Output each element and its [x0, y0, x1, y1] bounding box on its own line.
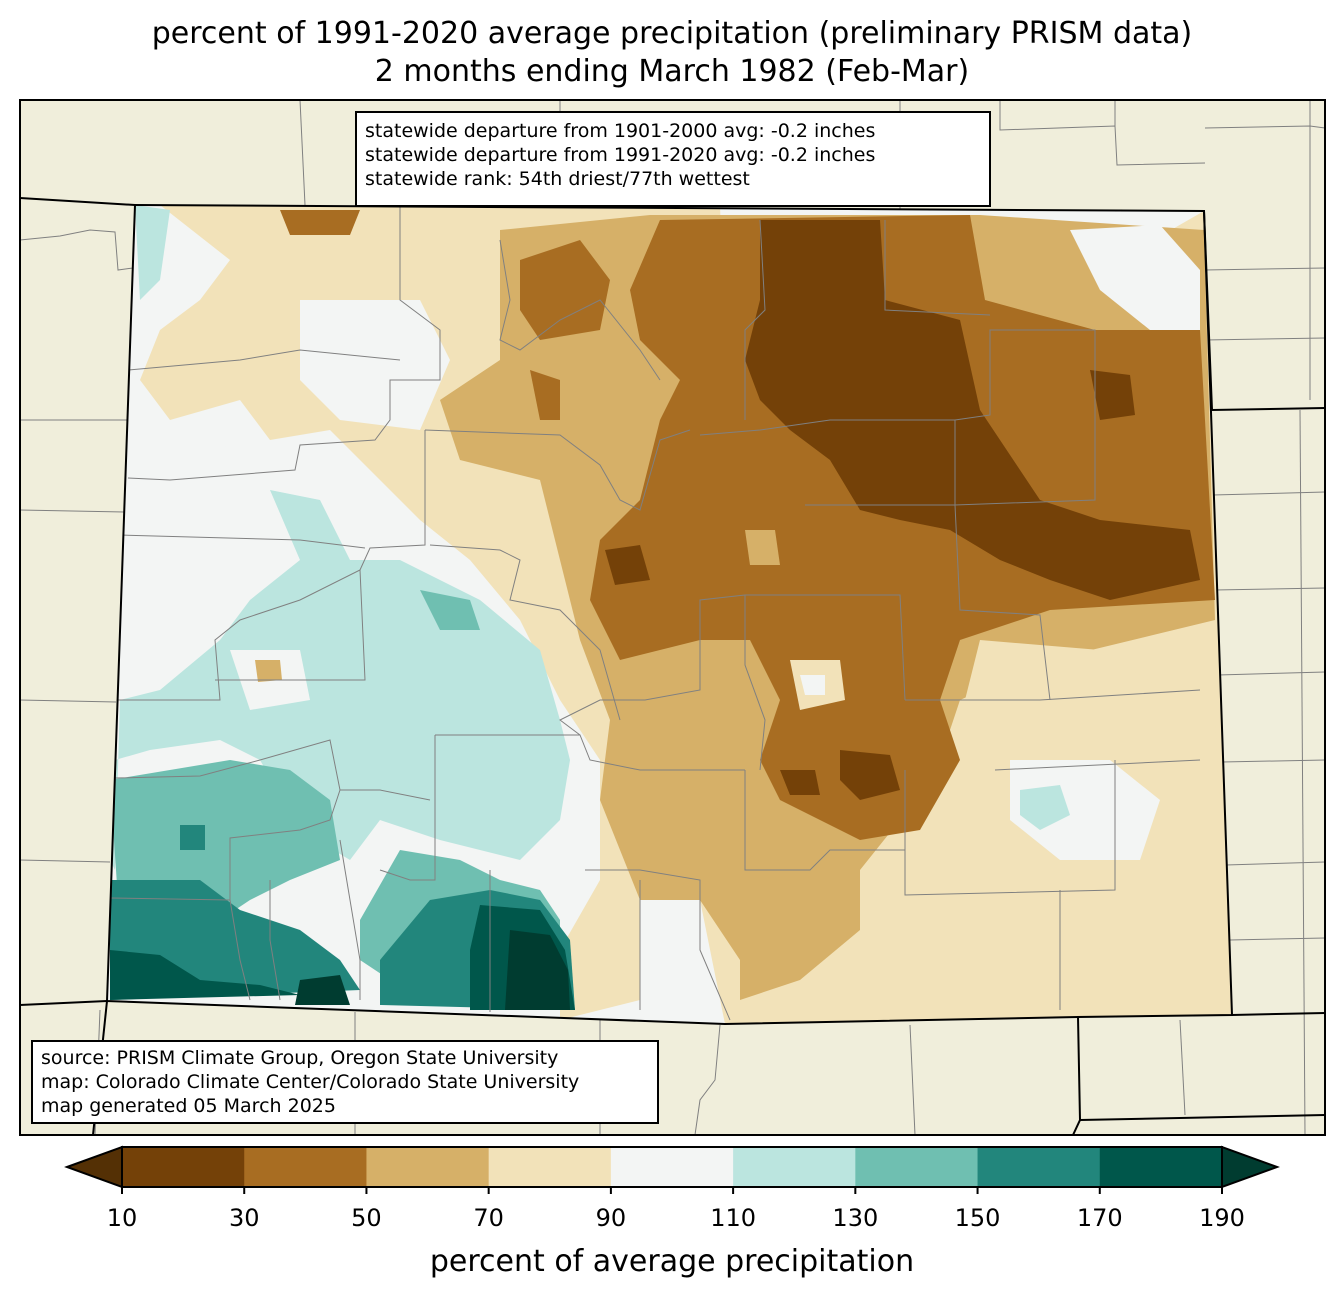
colorbar-bin [977, 1147, 1101, 1187]
precipitation-field [107, 205, 1232, 1024]
colorbar-tick-label: 90 [595, 1204, 627, 1232]
colorbar-bin [366, 1147, 490, 1187]
map-title-line2: 2 months ending March 1982 (Feb-Mar) [374, 54, 970, 89]
map-frame [19, 99, 1326, 1136]
statewide-stats-box: statewide departure from 1901-2000 avg: … [355, 111, 991, 207]
colorbar-under-arrow [64, 1145, 123, 1189]
state-borders [20, 197, 1325, 1135]
colorbar-tick-label: 190 [1199, 1204, 1245, 1232]
source-line2: map: Colorado Climate Center/Colorado St… [41, 1071, 580, 1093]
colorbar-tick-label: 170 [1076, 1204, 1123, 1232]
colorbar-bin [733, 1147, 856, 1187]
stats-line1: statewide departure from 1901-2000 avg: … [365, 120, 876, 142]
colorbar-bin [122, 1147, 245, 1187]
colorbar-tick-label: 110 [710, 1204, 757, 1232]
colorbar-tick-label: 10 [106, 1204, 138, 1232]
colorado-county-lines [109, 205, 1201, 1021]
colorbar-bin [244, 1147, 367, 1187]
colorbar-bin [855, 1147, 979, 1187]
stats-line2: statewide departure from 1991-2020 avg: … [365, 144, 876, 166]
source-line1: source: PRISM Climate Group, Oregon Stat… [41, 1047, 559, 1069]
source-box: source: PRISM Climate Group, Oregon Stat… [31, 1040, 659, 1124]
colorbar-bin [488, 1147, 612, 1187]
colorbar-tick-label: 70 [473, 1204, 504, 1232]
colorbar-tick-label: 150 [954, 1204, 1001, 1232]
colorbar-tick-label: 30 [228, 1204, 260, 1232]
colorbar-label: percent of average precipitation [429, 1244, 915, 1279]
source-line3: map generated 05 March 2025 [41, 1095, 336, 1117]
stats-line3: statewide rank: 54th driest/77th wettest [365, 168, 750, 190]
colorbar-over-arrow [1221, 1145, 1280, 1189]
map-title-line1: percent of 1991-2020 average precipitati… [151, 16, 1193, 51]
colorbar-bin [610, 1147, 734, 1187]
colorbar-bin [1099, 1147, 1223, 1187]
colorbar-tick-label: 130 [832, 1204, 879, 1232]
colorbar-tick-label: 50 [351, 1204, 382, 1232]
